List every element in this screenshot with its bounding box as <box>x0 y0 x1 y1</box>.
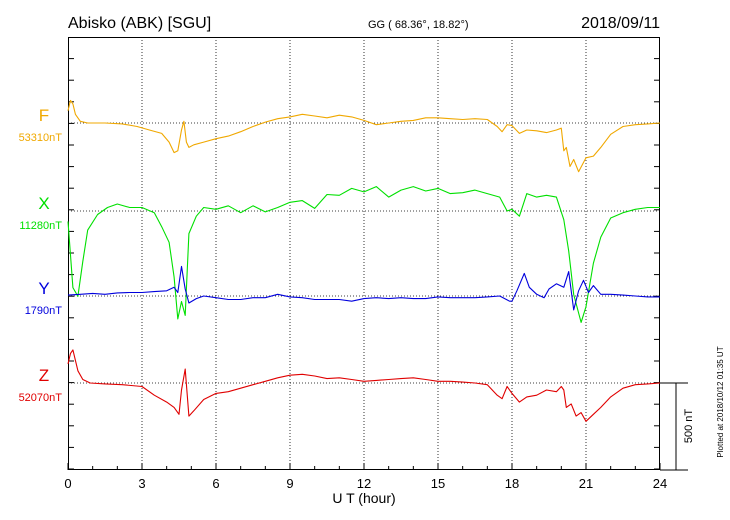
series-line-X <box>67 186 660 323</box>
x-tick-label-12: 12 <box>357 476 371 491</box>
date-label: 2018/09/11 <box>581 15 660 32</box>
x-tick-label-3: 3 <box>138 476 145 491</box>
axis-ticks: 0 3 6 9 12 15 18 21 24 <box>64 58 667 491</box>
x-tick-label-24: 24 <box>653 476 667 491</box>
series-baseline-Z: 52070nT <box>19 392 63 404</box>
series-name-Z: Z <box>39 366 49 385</box>
series-baseline-Y: 1790nT <box>25 305 63 317</box>
series-line-Z <box>67 349 661 422</box>
series-name-X: X <box>38 194 49 213</box>
plotted-note: Plotted at 2018/10/12 01:35 UT <box>716 346 725 457</box>
series-labels: F 53310nT X 11280nT Y 1790nT Z 52070nT <box>19 106 63 404</box>
x-tick-label-0: 0 <box>64 476 71 491</box>
x-tick-label-9: 9 <box>286 476 293 491</box>
x-tick-label-6: 6 <box>212 476 219 491</box>
x-tick-label-21: 21 <box>579 476 593 491</box>
series-name-F: F <box>39 106 49 125</box>
scale-bar-label: 500 nT <box>683 409 695 444</box>
x-tick-label-18: 18 <box>505 476 519 491</box>
grid <box>68 37 660 470</box>
series-baseline-F: 53310nT <box>19 132 63 144</box>
series-line-Y <box>67 265 660 311</box>
x-axis-label: U T (hour) <box>332 490 395 506</box>
series-baseline-X: 11280nT <box>19 220 62 232</box>
series-line-F <box>67 99 661 173</box>
scale-bar: 500 nT <box>660 382 695 471</box>
series-group <box>67 99 661 422</box>
x-tick-label-15: 15 <box>431 476 445 491</box>
series-name-Y: Y <box>38 279 49 298</box>
coordinates-label: GG ( 68.36°, 18.82°) <box>368 19 469 31</box>
station-title: Abisko (ABK) [SGU] <box>68 15 211 32</box>
